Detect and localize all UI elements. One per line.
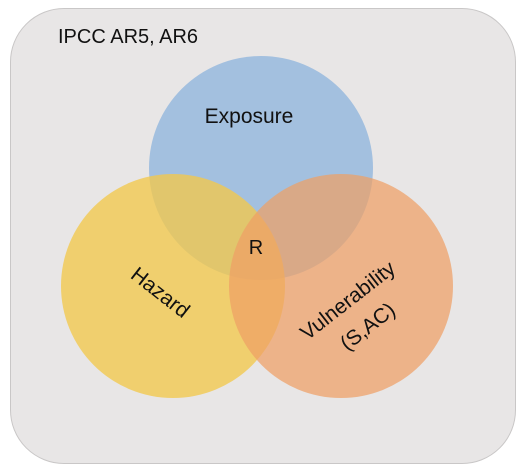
vulnerability-circle	[229, 174, 453, 398]
risk-intersection-label: R	[249, 237, 263, 259]
exposure-label: Exposure	[205, 105, 294, 128]
diagram-title: IPCC AR5, AR6	[58, 26, 199, 48]
hazard-circle	[61, 174, 285, 398]
